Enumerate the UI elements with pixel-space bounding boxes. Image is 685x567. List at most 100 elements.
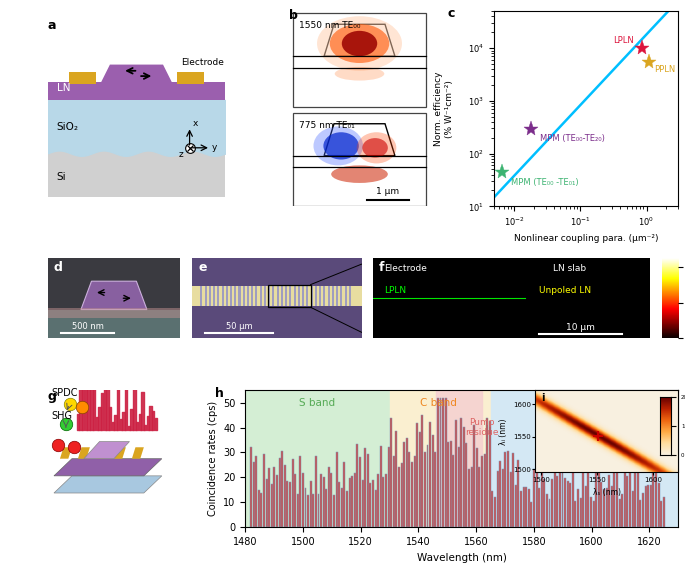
Bar [256,456,257,527]
Bar [310,481,312,527]
Bar [434,452,436,527]
Bar [436,390,482,527]
Bar [382,477,384,527]
Bar [364,448,366,527]
Bar [590,497,592,527]
Bar [494,497,496,527]
Text: C band: C band [420,397,457,408]
Polygon shape [54,476,162,493]
Bar [442,397,444,527]
Bar [421,415,423,527]
Bar [403,442,405,527]
Bar [427,445,429,527]
Bar [559,464,561,527]
Bar [367,454,369,527]
Bar [414,456,416,527]
Bar [440,397,441,527]
Bar [294,474,296,527]
FancyBboxPatch shape [315,286,317,306]
Bar [525,488,527,527]
Polygon shape [101,65,172,82]
FancyBboxPatch shape [177,71,203,84]
Bar [582,471,584,527]
Text: x: x [192,119,197,128]
Text: LN: LN [57,83,71,93]
FancyBboxPatch shape [289,286,291,306]
Bar [515,485,516,527]
Bar [333,496,335,527]
Bar [621,494,623,527]
Text: Electrode: Electrode [181,58,223,66]
Bar [608,475,610,527]
FancyBboxPatch shape [69,71,96,84]
Bar [266,480,268,527]
Bar [523,486,525,527]
Ellipse shape [329,24,389,63]
Polygon shape [54,459,162,476]
Bar [504,452,506,527]
Bar [330,473,332,527]
Bar [336,452,338,527]
Text: L band: L band [562,397,597,408]
Text: 500 nm: 500 nm [72,323,103,332]
Bar [346,492,348,527]
Bar [626,476,628,527]
FancyBboxPatch shape [323,286,325,306]
Bar [302,472,304,527]
FancyBboxPatch shape [192,286,362,306]
Bar [553,462,556,527]
Bar [572,452,574,527]
Polygon shape [132,447,144,459]
Bar [603,489,605,527]
Bar [458,447,460,527]
Bar [424,452,426,527]
Bar [536,455,538,527]
Bar [312,494,314,527]
Bar [478,467,480,527]
FancyBboxPatch shape [217,286,219,306]
Bar [284,465,286,527]
Bar [533,469,535,527]
FancyBboxPatch shape [234,286,236,306]
Bar [598,459,600,527]
Bar [338,483,340,527]
FancyBboxPatch shape [48,308,180,318]
Bar [652,471,654,527]
FancyBboxPatch shape [260,286,262,306]
Bar [481,456,483,527]
FancyBboxPatch shape [293,113,426,206]
Ellipse shape [335,67,384,81]
Polygon shape [60,447,72,459]
Bar [466,443,467,527]
Bar [642,493,644,527]
Bar [258,490,260,527]
Text: 10 μm: 10 μm [566,323,595,332]
Bar [419,433,421,527]
Bar [575,501,577,527]
Bar [580,498,582,527]
FancyBboxPatch shape [200,286,202,306]
Text: 775 nm TE₀₁: 775 nm TE₀₁ [299,121,354,129]
Bar [445,397,447,527]
FancyBboxPatch shape [281,286,283,306]
Bar [273,467,275,527]
Bar [349,478,351,527]
Bar [356,444,358,527]
Bar [323,477,325,527]
Bar [408,452,410,527]
Bar [263,454,265,527]
Bar [393,456,395,527]
Text: Electrode: Electrode [384,264,427,273]
Bar [250,447,252,527]
Bar [411,462,413,527]
FancyBboxPatch shape [247,286,249,306]
Bar [468,469,470,527]
Bar [269,468,270,527]
Bar [569,483,571,527]
Bar [429,422,431,527]
FancyBboxPatch shape [340,286,342,306]
Bar [637,452,638,527]
Bar [660,501,662,527]
Bar [281,451,283,527]
Bar [489,421,490,527]
